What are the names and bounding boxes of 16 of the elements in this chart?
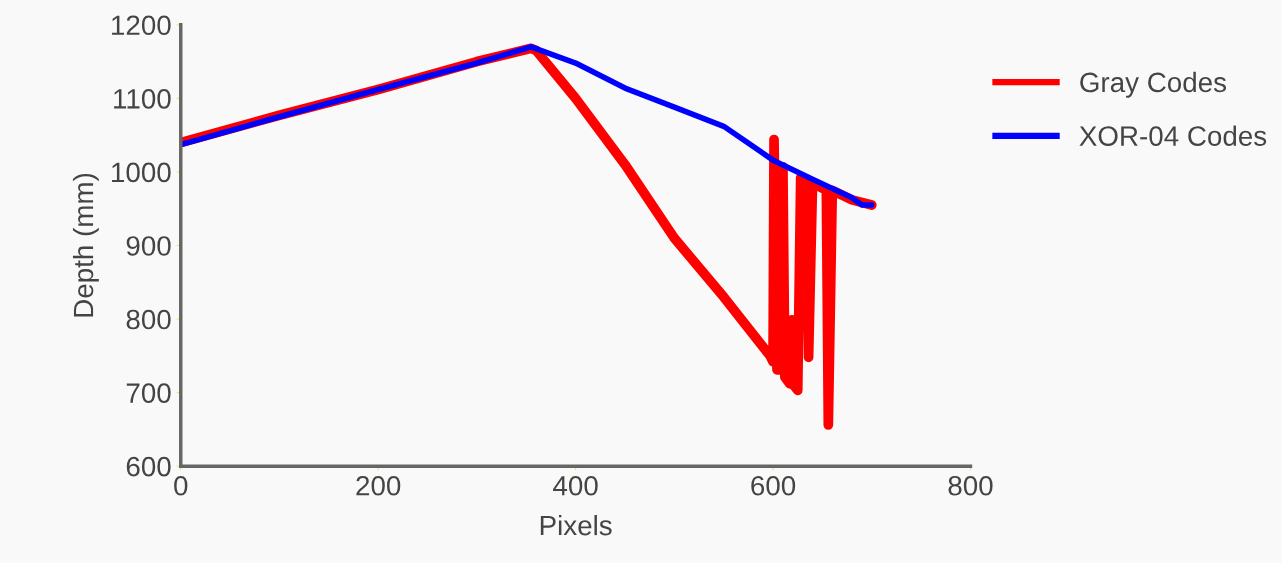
y-tick-label: 1000 xyxy=(112,162,171,183)
x-tick-label: 600 xyxy=(751,475,796,496)
x-tick-label: 0 xyxy=(174,475,188,496)
y-tick-label: 800 xyxy=(126,309,171,330)
x-axis-title: Pixels xyxy=(540,514,612,536)
legend-label: XOR-04 Codes xyxy=(1079,125,1267,146)
y-tick-label: 700 xyxy=(126,383,171,403)
y-axis-title: Depth (mm) xyxy=(72,173,99,317)
y-tick-label: 600 xyxy=(126,456,171,477)
x-tick-label: 200 xyxy=(356,475,401,496)
x-tick-label: 400 xyxy=(553,475,598,496)
y-tick-label: 1100 xyxy=(114,89,171,109)
x-tick-label: 800 xyxy=(948,475,993,496)
legend-label: Gray Codes xyxy=(1080,71,1227,98)
y-tick-label: 900 xyxy=(126,236,171,256)
y-tick-label: 1200 xyxy=(112,15,171,36)
